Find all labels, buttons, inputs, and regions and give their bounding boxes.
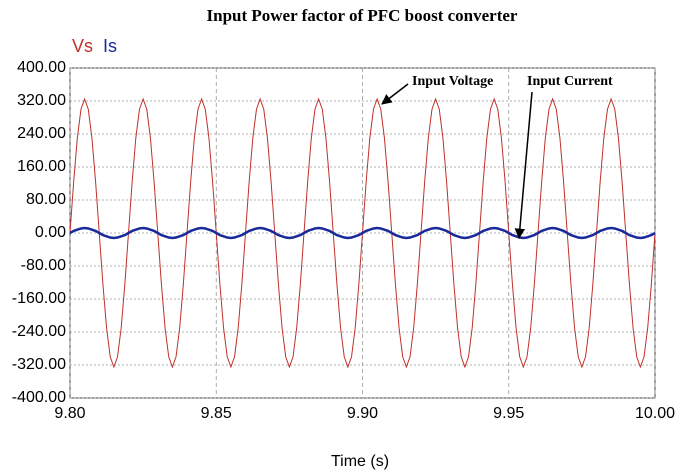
y-tick-label: -400.00 <box>12 389 66 406</box>
legend-entry: Vs <box>72 36 93 56</box>
annotation: Input Current <box>527 74 613 89</box>
y-tick-label: 0.00 <box>35 224 66 241</box>
x-tick-label: 9.80 <box>54 405 85 422</box>
chart-title: Input Power factor of PFC boost converte… <box>207 6 518 25</box>
y-tick-label: 80.00 <box>26 191 66 208</box>
legend-entry: Is <box>103 36 117 56</box>
x-tick-label: 9.90 <box>347 405 378 422</box>
y-tick-label: -240.00 <box>12 323 66 340</box>
y-tick-label: -320.00 <box>12 356 66 373</box>
y-tick-label: -160.00 <box>12 290 66 307</box>
x-tick-label: 9.95 <box>493 405 524 422</box>
y-tick-label: 400.00 <box>17 59 66 76</box>
y-tick-label: 240.00 <box>17 125 66 142</box>
annotation-arrow <box>514 91 533 240</box>
annotation-arrow <box>381 83 409 105</box>
y-tick-label: -80.00 <box>21 257 66 274</box>
x-tick-label: 9.85 <box>201 405 232 422</box>
x-tick-label: 10.00 <box>635 405 675 422</box>
x-axis-label: Time (s) <box>331 453 389 470</box>
series-line <box>69 226 656 240</box>
y-tick-label: 160.00 <box>17 158 66 175</box>
y-tick-label: 320.00 <box>17 92 66 109</box>
annotation: Input Voltage <box>412 74 493 89</box>
